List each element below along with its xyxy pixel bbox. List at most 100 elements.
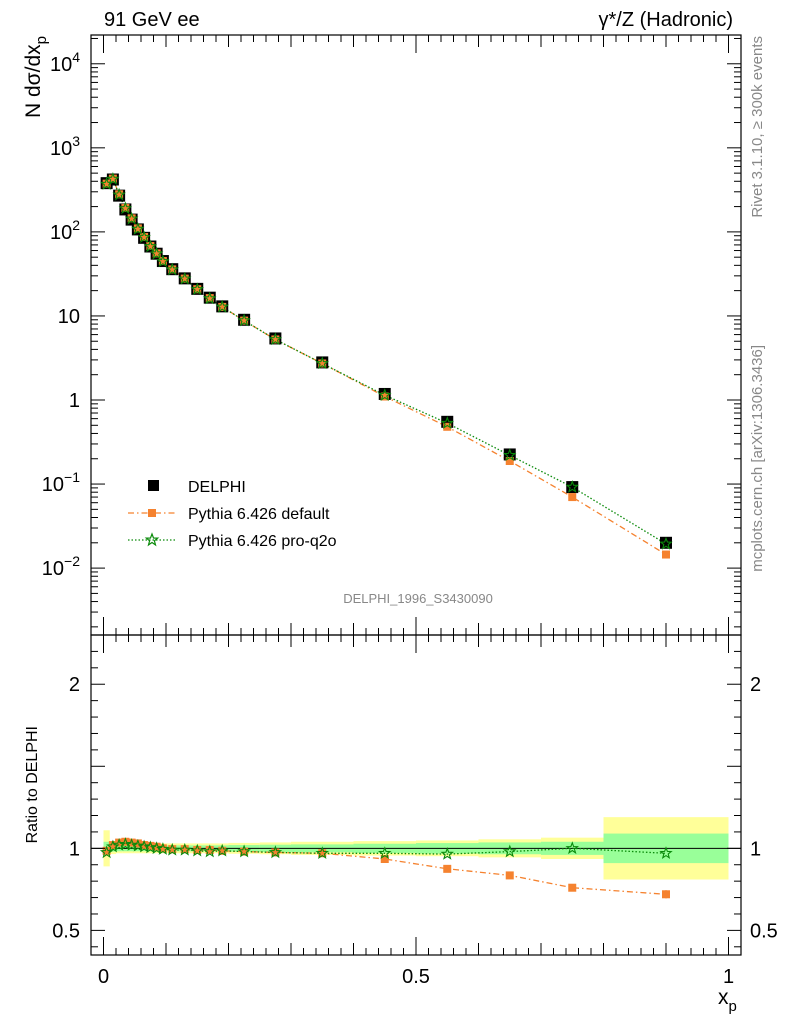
point-proq2o: [215, 299, 230, 313]
legend-marker-delphi: [148, 480, 159, 491]
ratio-point-proq2o: [202, 844, 217, 858]
analysis-id: DELPHI_1996_S3430090: [343, 591, 493, 606]
point-proq2o: [268, 332, 283, 346]
y-tick-label-exponent: −2: [64, 553, 80, 569]
ratio-point-default: [108, 841, 117, 850]
ratio-point-proq2o: [137, 839, 151, 853]
y-tick-label: 10−2: [42, 553, 80, 580]
y-tick-label: 102: [50, 217, 80, 244]
ratio-point-proq2o: [440, 847, 455, 860]
point-default: [102, 179, 111, 188]
point-default: [146, 241, 155, 250]
ratio-point-proq2o: [177, 842, 192, 856]
y-tick-label-base: 10: [50, 138, 72, 160]
y-tick-label: 1: [69, 390, 80, 412]
point-default: [121, 203, 130, 212]
point-proq2o: [190, 282, 205, 296]
point-proq2o: [237, 313, 251, 327]
point-default: [152, 249, 161, 258]
ratio-point-default: [180, 845, 189, 854]
ratio-point-proq2o: [215, 843, 230, 857]
title-right: γ*/Z (Hadronic): [599, 9, 733, 31]
side-label-bottom: mcplots.cern.ch [arXiv:1306.3436]: [749, 345, 766, 572]
point-default: [115, 190, 124, 199]
point-default: [168, 265, 177, 274]
ratio-point-default: [568, 883, 577, 892]
title-right-prefix: γ*/Z: [599, 9, 635, 31]
point-default: [205, 294, 214, 303]
ratio-point-proq2o: [502, 844, 517, 858]
y-tick-label: 10−1: [42, 469, 80, 496]
point-default: [158, 257, 167, 266]
point-proq2o: [565, 480, 580, 493]
ratio-point-proq2o: [659, 846, 673, 859]
ratio-frame: [90, 634, 742, 956]
ratio-point-default: [240, 847, 249, 856]
y-tick-label-exponent: 2: [72, 217, 80, 233]
main-y-axis-title: N dσ/dxp: [22, 36, 50, 118]
ratio-point-proq2o: [143, 840, 158, 854]
point-default: [443, 422, 452, 431]
y-tick-label-base: 10: [50, 54, 72, 76]
point-proq2o: [137, 230, 151, 244]
point-proq2o: [202, 291, 217, 305]
point-proq2o: [112, 187, 126, 201]
point-proq2o: [377, 388, 392, 402]
point-default: [108, 174, 117, 183]
x-tick-label: 0.5: [402, 966, 430, 988]
legend-label-delphi: DELPHI: [188, 479, 246, 496]
point-default: [271, 335, 280, 344]
y-tick-label-exponent: 4: [72, 49, 80, 65]
ratio-point-default: [168, 845, 177, 854]
point-default: [662, 550, 670, 559]
y-tick-label-exponent: 3: [72, 133, 80, 149]
point-proq2o: [502, 448, 517, 461]
y-tick-label-base: 10: [42, 474, 64, 496]
ratio-point-default: [115, 838, 124, 847]
line-default: [106, 177, 667, 556]
ratio-point-default: [152, 842, 161, 851]
point-proq2o: [659, 536, 673, 550]
ratio-y-tick-label: 0.5: [52, 920, 80, 942]
point-proq2o: [106, 172, 120, 185]
x-tick-label: 0: [98, 966, 109, 988]
ratio-point-proq2o: [315, 846, 330, 859]
ratio-point-proq2o: [149, 841, 164, 855]
ratio-point-default: [146, 841, 155, 850]
y-tick-label-base: 10: [42, 558, 64, 580]
ratio-point-default: [127, 838, 136, 847]
ratio-point-default: [102, 846, 111, 855]
title-left: 91 GeV ee: [104, 9, 200, 31]
y-tick-label-base: 10: [50, 222, 72, 244]
ratio-point-default: [140, 841, 149, 850]
ratio-point-proq2o: [237, 844, 251, 858]
title-right-suffix: (Hadronic): [640, 9, 733, 31]
legend-marker-default: [148, 509, 156, 517]
y-tick-label: 10: [58, 306, 80, 328]
point-proq2o: [143, 239, 158, 253]
x-tick-label: 1: [723, 966, 734, 988]
ratio-point-default: [271, 848, 280, 857]
point-default: [193, 285, 202, 294]
ratio-plot-area: [91, 817, 741, 899]
ratio-point-proq2o: [565, 841, 580, 855]
ratio-point-proq2o: [124, 838, 139, 851]
legend: DELPHI Pythia 6.426 default Pythia 6.426…: [128, 479, 337, 550]
ratio-point-proq2o: [131, 838, 145, 852]
ratio-point-proq2o: [156, 842, 170, 855]
ratio-point-proq2o: [112, 838, 126, 851]
point-proq2o: [165, 262, 180, 276]
point-default: [127, 214, 136, 223]
ratio-point-proq2o: [190, 843, 205, 857]
ratio-point-default: [505, 871, 514, 880]
ratio-point-default: [205, 845, 214, 854]
legend-marker-proq2o: [144, 532, 160, 547]
point-proq2o: [124, 211, 139, 225]
x-axis-title: xp: [718, 986, 737, 1015]
ratio-y-tick-label: 2: [69, 674, 80, 696]
point-proq2o: [131, 222, 145, 235]
ratio-point-default: [662, 890, 670, 899]
legend-label-default: Pythia 6.426 default: [188, 506, 330, 523]
